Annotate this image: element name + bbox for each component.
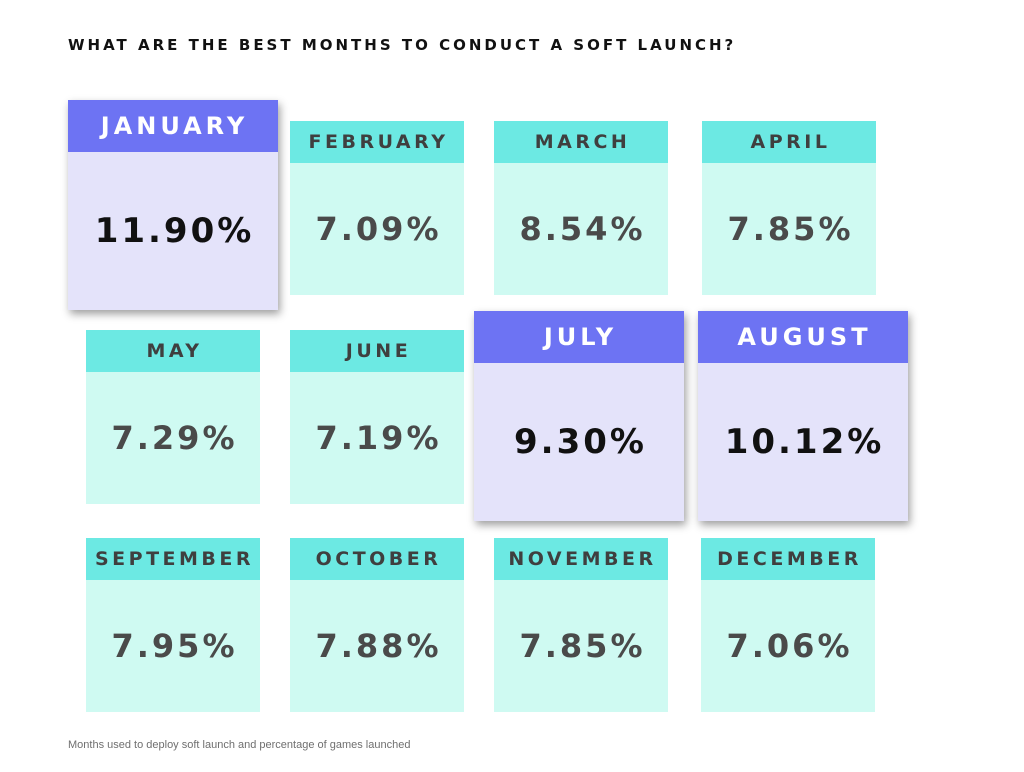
month-value: 7.85% [519,627,646,665]
month-value: 11.90% [94,211,255,251]
month-label: JANUARY [68,100,278,152]
month-label: JUNE [290,330,464,372]
month-value: 7.09% [315,210,442,248]
month-card-august: AUGUST 10.12% [698,311,908,521]
month-value: 7.95% [111,627,238,665]
month-card-july: JULY 9.30% [474,311,684,521]
month-label: DECEMBER [701,538,875,580]
month-card-june: JUNE 7.19% [290,330,464,504]
month-value: 7.29% [111,419,238,457]
month-value: 7.85% [727,210,854,248]
month-label: OCTOBER [290,538,464,580]
month-card-september: SEPTEMBER 7.95% [86,538,260,712]
month-card-october: OCTOBER 7.88% [290,538,464,712]
month-label: SEPTEMBER [86,538,260,580]
month-value: 9.30% [514,422,647,462]
month-label: MARCH [494,121,668,163]
month-label: FEBRUARY [290,121,464,163]
chart-title: WHAT ARE THE BEST MONTHS TO CONDUCT A SO… [68,36,737,54]
month-card-november: NOVEMBER 7.85% [494,538,668,712]
month-label: MAY [86,330,260,372]
month-value: 8.54% [519,210,646,248]
month-card-april: APRIL 7.85% [702,121,876,295]
month-label: AUGUST [698,311,908,363]
month-label: NOVEMBER [494,538,668,580]
month-card-february: FEBRUARY 7.09% [290,121,464,295]
month-value: 7.06% [726,627,853,665]
month-label: JULY [474,311,684,363]
month-value: 7.88% [315,627,442,665]
month-label: APRIL [702,121,876,163]
month-card-december: DECEMBER 7.06% [701,538,875,712]
month-value: 7.19% [315,419,442,457]
month-card-may: MAY 7.29% [86,330,260,504]
month-value: 10.12% [724,422,885,462]
month-card-january: JANUARY 11.90% [68,100,278,310]
month-card-march: MARCH 8.54% [494,121,668,295]
chart-caption: Months used to deploy soft launch and pe… [68,739,411,751]
